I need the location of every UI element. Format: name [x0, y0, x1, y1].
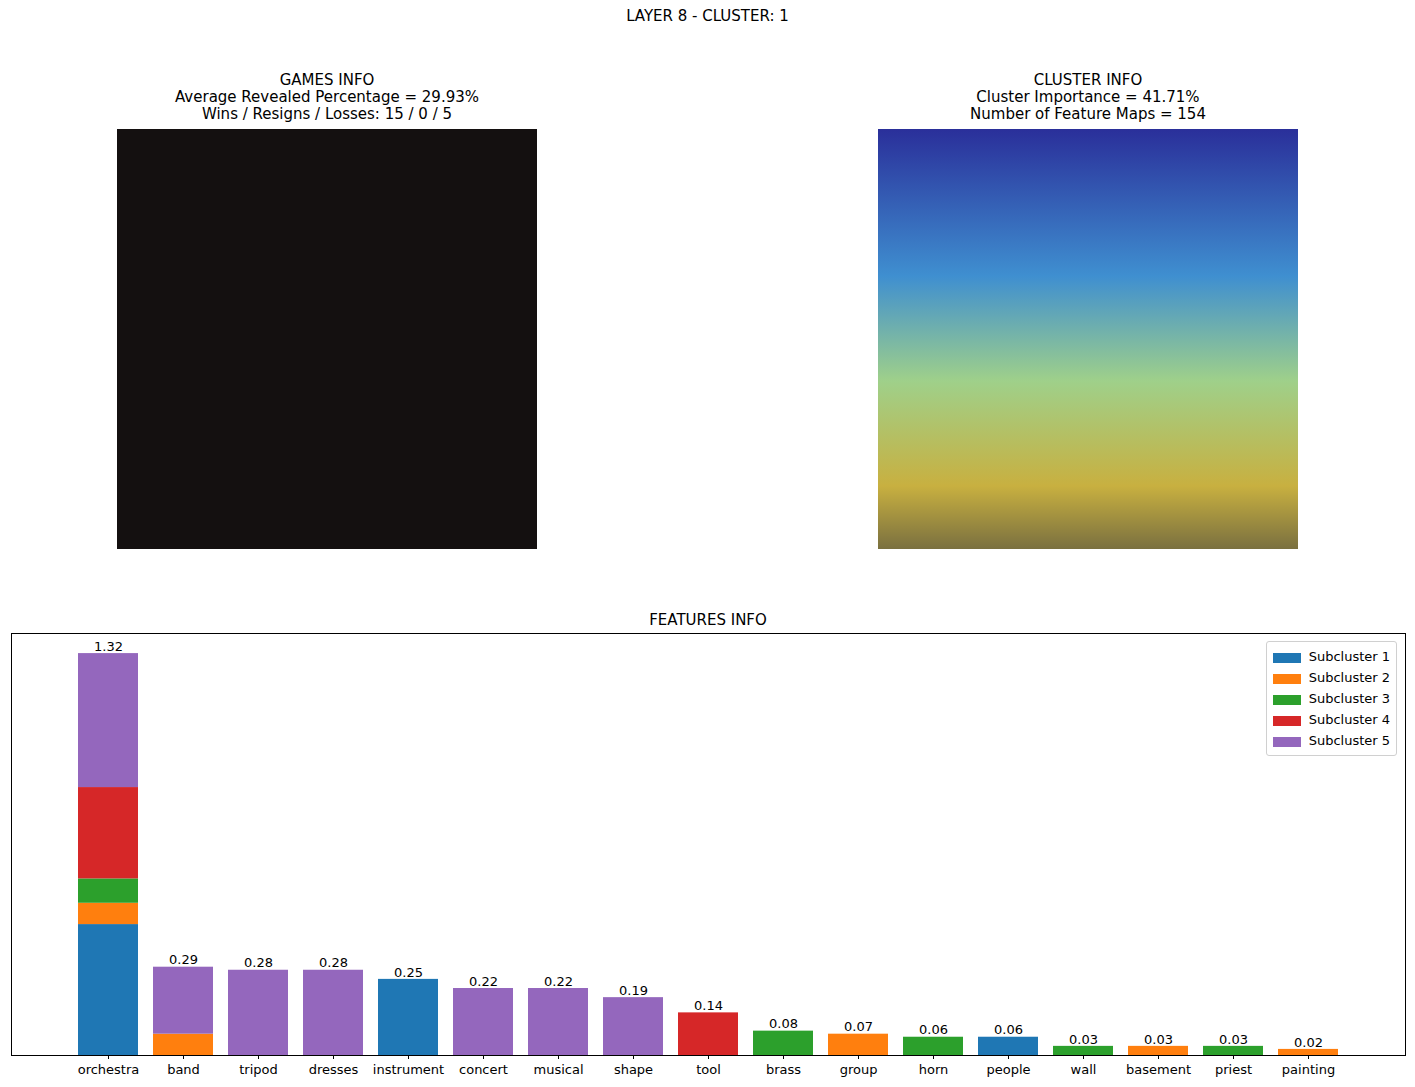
svg-text:priest: priest — [1215, 1062, 1252, 1077]
svg-text:0.28: 0.28 — [319, 955, 348, 970]
svg-text:orchestra: orchestra — [78, 1062, 140, 1077]
html-text:Cluster Importance = 41.71%: Cluster Importance = 41.71% — [976, 88, 1200, 106]
svg-text:1.32: 1.32 — [94, 639, 123, 654]
svg-text:0.07: 0.07 — [844, 1019, 873, 1034]
svg-text:musical: musical — [533, 1062, 583, 1077]
svg-text:0.14: 0.14 — [694, 998, 723, 1013]
svg-text:tripod: tripod — [239, 1062, 278, 1077]
svg-text:dresses: dresses — [309, 1062, 359, 1077]
svg-text:0.25: 0.25 — [394, 965, 423, 980]
svg-text:tool: tool — [696, 1062, 721, 1077]
svg-text:group: group — [840, 1062, 878, 1077]
html-text:Subcluster 1: Subcluster 1 — [1308, 649, 1390, 664]
svg-text:0.08: 0.08 — [769, 1016, 798, 1031]
svg-text:painting: painting — [1282, 1062, 1335, 1077]
html-text:CLUSTER INFO: CLUSTER INFO — [1033, 71, 1143, 89]
svg-text:shape: shape — [614, 1062, 653, 1077]
svg-text:0.06: 0.06 — [919, 1022, 948, 1037]
html-text:Subcluster 3: Subcluster 3 — [1308, 691, 1390, 706]
svg-text:0.02: 0.02 — [1294, 1035, 1323, 1050]
svg-text:0.29: 0.29 — [169, 952, 198, 967]
html-text:GAMES INFO: GAMES INFO — [279, 71, 375, 89]
svg-text:basement: basement — [1126, 1062, 1191, 1077]
svg-text:horn: horn — [919, 1062, 949, 1077]
svg-text:instrument: instrument — [373, 1062, 444, 1077]
html-text:Number of Feature Maps = 154: Number of Feature Maps = 154 — [970, 105, 1206, 123]
svg-text:0.03: 0.03 — [1069, 1032, 1098, 1047]
svg-text:people: people — [986, 1062, 1030, 1077]
svg-text:0.28: 0.28 — [244, 955, 273, 970]
html-text:FEATURES INFO: FEATURES INFO — [649, 611, 767, 629]
svg-text:brass: brass — [766, 1062, 801, 1077]
svg-text:band: band — [167, 1062, 200, 1077]
svg-text:0.22: 0.22 — [544, 974, 573, 989]
html-text:Wins / Resigns / Losses: 15 /: Wins / Resigns / Losses: 15 / 0 / 5 — [202, 105, 452, 123]
svg-text:0.22: 0.22 — [469, 974, 498, 989]
html-text:Subcluster 5: Subcluster 5 — [1308, 733, 1390, 748]
svg-text:0.03: 0.03 — [1144, 1032, 1173, 1047]
html-text:LAYER 8 - CLUSTER: 1: LAYER 8 - CLUSTER: 1 — [626, 7, 789, 25]
html-text:Subcluster 2: Subcluster 2 — [1308, 670, 1390, 685]
svg-text:wall: wall — [1071, 1062, 1097, 1077]
html-text:Subcluster 4: Subcluster 4 — [1308, 712, 1390, 727]
svg-text:concert: concert — [459, 1062, 508, 1077]
html-text:Average Revealed Percentage =: Average Revealed Percentage = 29.93% — [175, 88, 479, 106]
svg-text:0.03: 0.03 — [1219, 1032, 1248, 1047]
svg-text:0.19: 0.19 — [619, 983, 648, 998]
svg-text:0.06: 0.06 — [994, 1022, 1023, 1037]
